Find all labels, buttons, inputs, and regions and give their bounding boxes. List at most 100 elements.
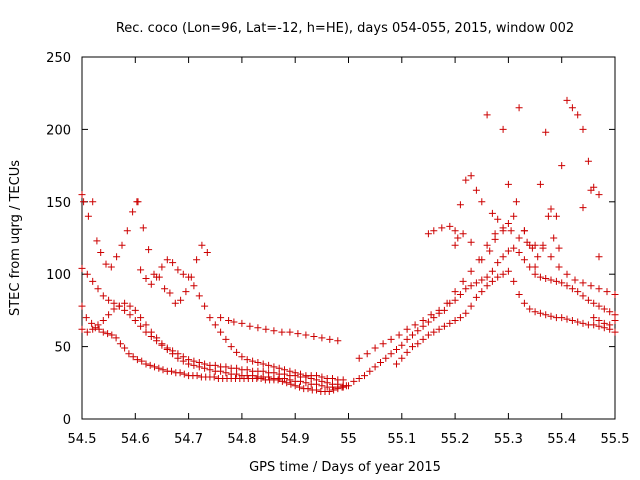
data-point [123,227,131,235]
data-point [275,364,283,372]
data-point [611,291,619,298]
data-point [129,208,137,216]
data-point [286,367,294,375]
data-point [499,227,507,235]
data-point [105,311,113,319]
data-point [395,331,403,339]
y-tick-label: 250 [46,51,71,66]
data-point [579,292,587,300]
data-point [222,369,230,377]
data-point [163,346,171,353]
data-point [459,230,467,238]
data-point [456,201,464,209]
x-tick-label: 55.1 [387,432,416,447]
data-point [382,354,390,362]
data-point [203,249,211,256]
data-point [254,359,262,366]
data-point [142,275,150,282]
data-point [419,317,427,324]
data-point [318,373,326,381]
data-point [446,319,454,327]
data-point [542,311,550,319]
data-point [568,285,576,293]
data-point [193,256,201,264]
data-point [430,227,438,235]
data-point [574,111,582,119]
data-point [491,235,499,243]
data-point [483,273,491,281]
data-point [283,379,291,387]
data-point [595,253,603,261]
data-point [233,348,241,356]
data-point [339,376,347,384]
data-point [145,246,153,254]
data-point [454,234,462,242]
data-point [393,360,400,368]
data-point [488,277,496,285]
data-point [147,280,155,288]
data-point [112,334,120,342]
y-tick-label: 150 [46,196,71,211]
data-point [520,227,528,235]
data-point [121,306,129,314]
data-point [398,354,406,362]
data-point [339,383,347,391]
data-point [115,302,123,310]
data-point [278,328,286,336]
data-point [600,319,608,327]
data-point [504,180,512,188]
data-point [371,344,379,352]
data-point [377,359,384,366]
data-point [113,253,121,261]
data-point [555,244,563,252]
data-point [414,327,422,335]
data-point [411,321,419,329]
data-point [281,375,288,382]
data-point [462,176,470,184]
data-point [89,277,97,285]
data-point [456,314,464,322]
data-point [99,317,107,324]
data-point [161,285,169,293]
data-point [94,285,102,293]
data-point [131,317,139,324]
data-point [584,296,592,304]
data-point [195,363,203,371]
data-point [281,366,288,374]
data-point [472,186,480,194]
data-point [139,224,147,232]
data-point [180,370,188,378]
data-point [590,321,598,329]
data-point [462,309,470,317]
data-point [206,366,214,374]
data-point [274,376,282,384]
data-point [291,369,299,377]
data-point [97,249,105,256]
data-point [78,191,86,199]
data-point [507,227,515,235]
data-point [563,282,571,290]
data-point [478,288,486,296]
data-point [606,308,614,316]
data-point [121,344,129,352]
data-point [595,302,603,310]
data-point [499,253,507,261]
data-point [424,230,432,238]
chart-title: Rec. coco (Lon=96, Lat=-12, h=HE), days … [116,21,574,36]
data-point [451,317,459,324]
data-point [563,96,571,104]
data-point [542,128,550,136]
data-point [286,328,294,336]
data-point [427,311,435,319]
data-point [249,357,257,365]
data-point [510,277,518,285]
data-point [163,256,171,264]
data-point [409,331,416,339]
data-point [515,249,523,256]
data-point [329,375,336,382]
data-point [296,383,303,391]
data-point [125,350,133,358]
data-point [435,325,443,333]
data-point [227,343,235,351]
data-point [318,382,326,390]
